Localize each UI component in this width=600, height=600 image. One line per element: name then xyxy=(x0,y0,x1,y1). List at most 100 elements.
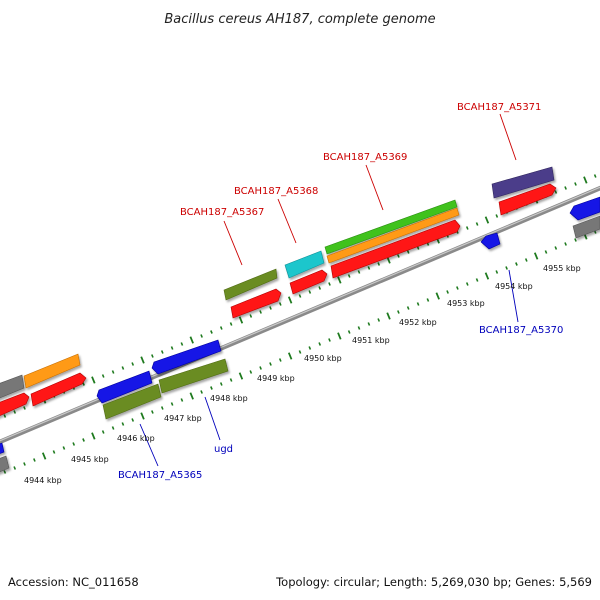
minor-tick xyxy=(229,378,233,382)
leader-line xyxy=(499,113,517,161)
gene-feature-olive[interactable] xyxy=(158,358,229,394)
gene-label-bcah187-a5368[interactable]: BCAH187_A5368 xyxy=(234,186,318,197)
major-tick xyxy=(337,332,342,340)
gene-feature-gray-left[interactable] xyxy=(0,374,25,402)
genome-summary-text: Topology: circular; Length: 5,269,030 bp… xyxy=(275,575,592,589)
minor-tick xyxy=(13,410,17,414)
gene-feature-olive[interactable] xyxy=(223,268,278,301)
gene-feature-orange[interactable] xyxy=(326,207,460,264)
leader-line xyxy=(277,198,297,244)
tick-label: 4946 kbp xyxy=(117,434,155,443)
minor-tick xyxy=(160,350,164,354)
gene-feature-blue[interactable] xyxy=(151,339,222,375)
tick-label: 4945 kbp xyxy=(71,455,109,464)
minor-tick xyxy=(219,326,223,330)
major-tick xyxy=(140,356,145,364)
minor-tick xyxy=(524,258,528,262)
gene-feature-red[interactable] xyxy=(330,219,461,279)
minor-tick xyxy=(210,386,213,390)
minor-tick xyxy=(131,418,135,422)
gene-feature-red[interactable] xyxy=(230,288,282,319)
gene-feature-green[interactable] xyxy=(324,199,458,255)
gene-feature-purple[interactable] xyxy=(491,166,555,199)
minor-tick xyxy=(200,390,203,394)
lower-tick-ruler xyxy=(3,230,597,474)
gene-label-bcah187-a5365[interactable]: BCAH187_A5365 xyxy=(118,470,202,481)
tick-label: 4953 kbp xyxy=(447,299,485,308)
genome-backbone-highlight xyxy=(0,186,600,442)
gene-feature-red[interactable] xyxy=(289,269,328,295)
minor-tick xyxy=(269,306,272,310)
tick-label: 4948 kbp xyxy=(210,394,248,403)
minor-tick xyxy=(554,190,558,194)
minor-tick xyxy=(554,246,558,250)
leader-line xyxy=(204,396,221,441)
tick-label: 4944 kbp xyxy=(24,476,62,485)
minor-tick xyxy=(121,422,125,426)
minor-tick xyxy=(328,338,331,342)
minor-tick xyxy=(151,410,154,414)
minor-tick xyxy=(318,342,322,346)
gene-feature-red[interactable] xyxy=(30,372,87,407)
minor-tick xyxy=(121,366,125,370)
gene-label-bcah187-a5369[interactable]: BCAH187_A5369 xyxy=(323,152,407,163)
gene-feature-olive[interactable] xyxy=(102,383,162,420)
minor-tick xyxy=(200,334,203,338)
gene-feature-blue[interactable] xyxy=(569,196,600,221)
minor-tick xyxy=(210,330,213,334)
major-tick xyxy=(287,296,293,304)
minor-tick xyxy=(111,426,115,430)
major-tick xyxy=(287,352,293,360)
minor-tick xyxy=(475,222,479,226)
leader-line xyxy=(365,164,384,211)
minor-tick xyxy=(249,314,253,318)
minor-tick xyxy=(377,318,381,322)
gene-feature-cyan[interactable] xyxy=(284,250,325,279)
leader-line xyxy=(508,269,519,323)
minor-tick xyxy=(101,430,105,434)
minor-tick xyxy=(298,350,302,354)
minor-tick xyxy=(367,266,371,270)
minor-tick xyxy=(574,238,577,242)
gene-feature-blue[interactable] xyxy=(0,442,5,455)
minor-tick xyxy=(495,214,499,218)
tick-label: 4954 kbp xyxy=(495,282,533,291)
major-tick xyxy=(435,292,440,300)
minor-tick xyxy=(259,310,262,314)
minor-tick xyxy=(397,254,400,258)
major-tick xyxy=(189,392,194,400)
gene-features xyxy=(0,166,600,476)
minor-tick xyxy=(23,406,26,410)
tick-label: 4952 kbp xyxy=(399,318,437,327)
tick-label: 4955 kbp xyxy=(543,264,581,273)
major-tick xyxy=(386,312,391,320)
gene-label-bcah187-a5370[interactable]: BCAH187_A5370 xyxy=(479,325,563,336)
gene-feature-gray[interactable] xyxy=(572,215,600,239)
tick-label: 4947 kbp xyxy=(164,414,202,423)
major-tick xyxy=(337,276,342,284)
minor-tick xyxy=(465,282,469,286)
major-tick xyxy=(238,372,244,380)
gene-feature-blue[interactable] xyxy=(96,370,153,404)
minor-tick xyxy=(278,358,282,362)
gene-label-bcah187-a5367[interactable]: BCAH187_A5367 xyxy=(180,207,264,218)
gene-feature-gray[interactable] xyxy=(0,455,10,476)
tick-label: 4950 kbp xyxy=(304,354,342,363)
minor-tick xyxy=(544,250,548,254)
minor-tick xyxy=(259,366,262,370)
minor-tick xyxy=(593,174,597,178)
gene-feature-blue[interactable] xyxy=(480,232,501,250)
minor-tick xyxy=(328,282,331,286)
minor-tick xyxy=(308,346,312,350)
gene-label-bcah187-a5371[interactable]: BCAH187_A5371 xyxy=(457,102,541,113)
gene-feature-orange-left[interactable] xyxy=(23,353,81,389)
minor-tick xyxy=(298,294,302,298)
major-tick xyxy=(41,452,47,460)
major-tick xyxy=(484,272,490,280)
gene-feature-red[interactable] xyxy=(498,183,557,216)
gene-label-ugd[interactable]: ugd xyxy=(214,444,233,455)
minor-tick xyxy=(367,322,371,326)
tick-label: 4951 kbp xyxy=(352,336,390,345)
gene-feature-red[interactable] xyxy=(0,392,30,420)
